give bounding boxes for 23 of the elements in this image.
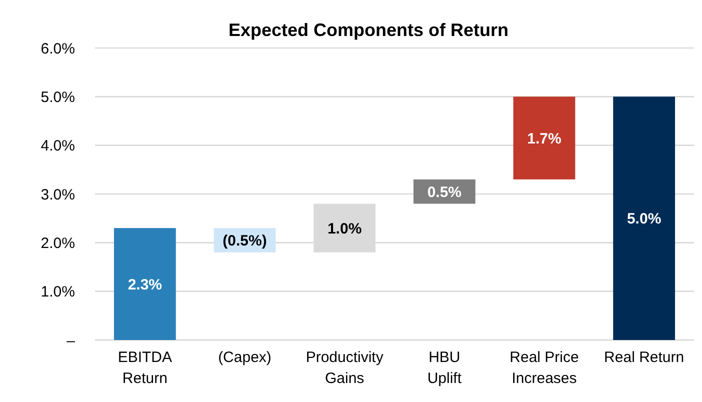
y-tick-label: 1.0%	[40, 284, 75, 301]
bar	[613, 96, 676, 340]
data-label: 0.5%	[427, 184, 462, 201]
x-tick-label: HBU Uplift	[427, 349, 462, 387]
x-tick-label: Productivity Gains	[306, 349, 384, 387]
y-tick-label: 6.0%	[40, 40, 75, 58]
data-label: 1.0%	[327, 220, 362, 238]
y-tick-label: 4.0%	[40, 138, 75, 155]
x-tick-label: Real Price Increases	[510, 349, 579, 387]
y-tick-label: 2.0%	[40, 234, 75, 252]
bar	[114, 228, 176, 340]
x-tick-label: EBITDA Return	[118, 349, 172, 387]
data-label: 1.7%	[527, 130, 562, 148]
y-tick-label: 3.0%	[40, 186, 75, 204]
data-label: (0.5%)	[222, 232, 267, 250]
bar	[513, 96, 576, 180]
y-tick-label: –	[66, 332, 76, 350]
chart-title: Expected Components of Return	[228, 20, 509, 40]
x-tick-label: Real Return	[604, 349, 684, 366]
y-tick-label: 5.0%	[40, 88, 75, 106]
x-tick-label: (Capex)	[218, 349, 272, 366]
data-label: 5.0%	[626, 210, 662, 228]
data-label: 2.3%	[128, 276, 162, 294]
